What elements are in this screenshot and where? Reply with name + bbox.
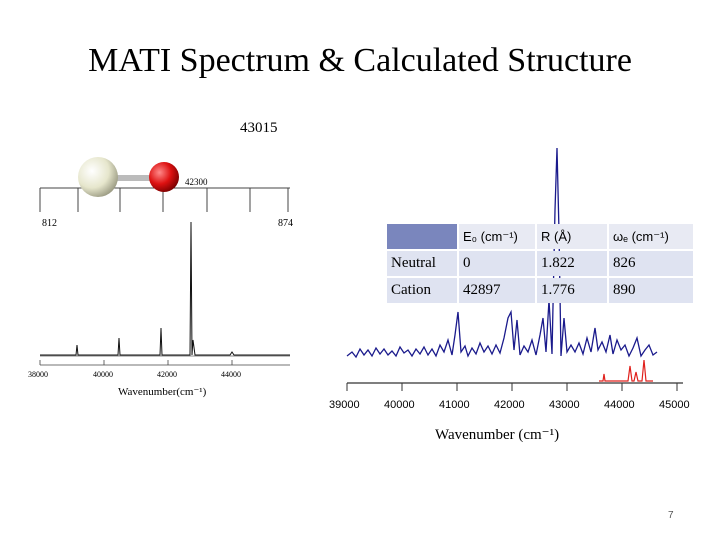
right-x-axis-label: Wavenumber (cm⁻¹) <box>435 427 559 443</box>
properties-table: E₀ (cm⁻¹) R (Å) ωₑ (cm⁻¹) Neutral 0 1.82… <box>385 222 695 305</box>
right-tick-label: 39000 <box>329 399 360 411</box>
left-upper-label-right: 874 <box>278 218 293 229</box>
table-header-row: E₀ (cm⁻¹) R (Å) ωₑ (cm⁻¹) <box>387 224 693 249</box>
left-upper-label-left: 812 <box>42 218 57 229</box>
right-spectrum-trace-red <box>599 359 653 382</box>
left-tick-label: 40000 <box>93 370 113 379</box>
table-row: Neutral 0 1.822 826 <box>387 251 693 276</box>
slide-subtitle: 43015 <box>240 120 278 136</box>
table-cell: 0 <box>459 251 535 276</box>
right-tick-label: 43000 <box>549 399 580 411</box>
right-spectrum-plot: 39000 40000 41000 42000 43000 44000 4500… <box>329 147 690 443</box>
right-tick-label: 41000 <box>439 399 470 411</box>
left-spectrum-trace <box>40 221 290 356</box>
slide-title: MATI Spectrum & Calculated Structure <box>88 42 632 79</box>
table-cell: 42897 <box>459 278 535 303</box>
left-tick-label: 38000 <box>28 370 48 379</box>
left-upper-label-mid: 42300 <box>185 177 208 187</box>
table-cell: 826 <box>609 251 693 276</box>
left-tick-label: 44000 <box>221 370 241 379</box>
molecule-white-atom <box>78 157 118 197</box>
page-number: 7 <box>668 510 674 521</box>
table-header-blank <box>387 224 457 249</box>
table-cell: 1.776 <box>537 278 607 303</box>
table-header-omega: ωₑ (cm⁻¹) <box>609 224 693 249</box>
left-tick-label: 42000 <box>157 370 177 379</box>
table-cell: 890 <box>609 278 693 303</box>
table-header-r: R (Å) <box>537 224 607 249</box>
table-row: Cation 42897 1.776 890 <box>387 278 693 303</box>
right-tick-label: 42000 <box>494 399 525 411</box>
right-tick-label: 40000 <box>384 399 415 411</box>
left-x-axis-label: Wavenumber(cm⁻¹) <box>118 386 207 398</box>
left-spectrum-plot: 812 42300 874 38000 40000 42000 44000 Wa… <box>28 157 293 398</box>
right-tick-label: 44000 <box>604 399 635 411</box>
table-header-e0: E₀ (cm⁻¹) <box>459 224 535 249</box>
table-cell: Neutral <box>387 251 457 276</box>
right-tick-label: 45000 <box>659 399 690 411</box>
molecule-red-atom <box>149 162 179 192</box>
right-spectrum-trace-blue <box>346 147 658 359</box>
table-cell: Cation <box>387 278 457 303</box>
table-cell: 1.822 <box>537 251 607 276</box>
